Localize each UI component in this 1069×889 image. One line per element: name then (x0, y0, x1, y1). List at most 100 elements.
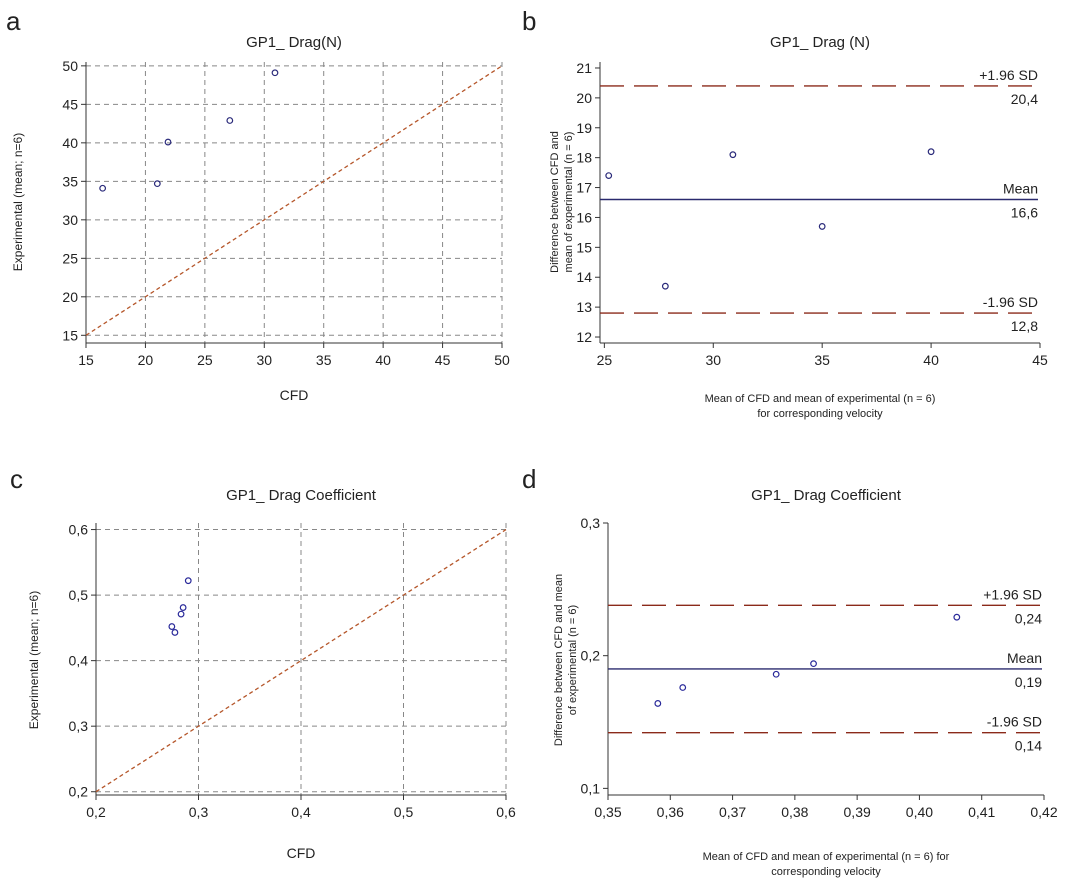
ref-line-label: -1.96 SD (987, 714, 1042, 730)
y-tick-label: 21 (576, 60, 592, 76)
chart-title: GP1_ Drag (N) (770, 34, 870, 51)
ref-line-label: -1.96 SD (983, 294, 1038, 310)
data-point (184, 577, 192, 585)
y-tick-label: 0,5 (69, 587, 89, 603)
x-tick-label: 20 (138, 352, 154, 368)
chart-title: GP1_ Drag(N) (246, 34, 342, 51)
x-tick-label: 0,2 (86, 804, 106, 820)
panel-c: c GP1_ Drag Coefficient 0,2 0,3 0,4 0,5 0,6 0,2… (10, 464, 516, 861)
ref-line-label: +1.96 SD (983, 586, 1042, 602)
ref-line-value: 0,19 (1015, 674, 1042, 690)
x-tick-label: 0,40 (906, 804, 933, 820)
x-tick-label: 0,6 (496, 804, 516, 820)
x-tick-label: 40 (375, 352, 391, 368)
x-axis-label: Mean of CFD and mean of experimental (n … (703, 851, 950, 863)
data-point (605, 172, 613, 179)
y-tick-label: 15 (62, 327, 78, 343)
y-tick-label: 35 (62, 173, 78, 189)
x-axis-label: CFD (280, 387, 309, 403)
x-tick-label: 0,39 (844, 804, 871, 820)
x-tick-label: 0,42 (1030, 804, 1057, 820)
x-tick-label: 35 (316, 352, 332, 368)
panel-a: a GP1_ Drag(N) 15 20 25 30 35 40 45 50 15 20 25 30 35 4… (6, 6, 510, 403)
y-tick-label: 50 (62, 58, 78, 74)
data-point (927, 148, 935, 156)
ref-line-value: 12,8 (1011, 318, 1038, 334)
x-axis-label: Mean of CFD and mean of experimental (n … (705, 393, 936, 405)
data-point (661, 282, 669, 290)
y-tick-label: 30 (62, 212, 78, 228)
ref-line-value: 0,24 (1015, 610, 1042, 626)
data-point (177, 610, 185, 618)
y-tick-label: 15 (576, 239, 592, 255)
x-tick-label: 45 (1032, 352, 1048, 368)
y-tick-label: 18 (576, 150, 592, 166)
x-tick-label: 25 (197, 352, 213, 368)
identity-line (85, 65, 503, 336)
x-tick-label: 0,41 (968, 804, 995, 820)
x-tick-label: 15 (78, 352, 94, 368)
x-axis-label-line2: for corresponding velocity (757, 408, 883, 420)
ref-line-label: +1.96 SD (979, 67, 1038, 83)
data-point (953, 613, 961, 621)
x-tick-label: 0,3 (189, 804, 209, 820)
panel-label: b (522, 6, 536, 36)
x-axis-label-line2: corresponding velocity (771, 866, 881, 878)
y-axis-label: Experimental (mean; n=6) (11, 133, 25, 271)
data-point (164, 138, 172, 146)
ref-line-value: 16,6 (1011, 205, 1038, 221)
ref-line-label: Mean (1003, 181, 1038, 197)
data-point (729, 151, 737, 159)
panel-label: a (6, 6, 21, 36)
chart-title: GP1_ Drag Coefficient (226, 487, 377, 504)
data-point (179, 604, 187, 611)
x-tick-label: 45 (435, 352, 451, 368)
x-tick-label: 40 (923, 352, 939, 368)
y-axis-label: Difference between CFD and (549, 131, 561, 273)
data-point (226, 117, 234, 124)
x-tick-label: 25 (597, 352, 613, 368)
panel-d: d GP1_ Drag Coefficient 0,35 0,36 0,37 0,38 0,… (522, 464, 1058, 878)
x-tick-label: 0,35 (594, 804, 621, 820)
data-point (810, 660, 817, 668)
data-point (168, 623, 176, 630)
y-axis-label-line2: mean of experimental (n = 6) (563, 132, 575, 273)
chart-title: GP1_ Drag Coefficient (751, 487, 902, 504)
x-tick-label: 30 (256, 352, 272, 368)
y-tick-label: 20 (576, 90, 592, 106)
y-tick-label: 17 (576, 180, 592, 196)
x-tick-label: 0,4 (291, 804, 311, 820)
y-tick-label: 45 (62, 96, 78, 112)
x-tick-label: 0,37 (719, 804, 746, 820)
data-point (654, 700, 662, 707)
x-tick-label: 0,36 (657, 804, 684, 820)
y-tick-label: 0,1 (581, 780, 601, 796)
y-tick-label: 19 (576, 120, 592, 136)
y-tick-label: 0,4 (69, 653, 89, 669)
panel-label: d (522, 464, 536, 494)
y-tick-label: 0,3 (581, 515, 601, 531)
x-tick-label: 0,38 (781, 804, 808, 820)
x-tick-label: 50 (494, 352, 510, 368)
data-point (271, 69, 279, 77)
ref-line-value: 0,14 (1015, 738, 1042, 754)
y-tick-label: 14 (576, 269, 592, 285)
data-point (818, 223, 826, 230)
x-tick-label: 35 (814, 352, 830, 368)
data-point (679, 684, 687, 691)
y-tick-label: 25 (62, 250, 78, 266)
y-tick-label: 16 (576, 209, 592, 225)
panel-label: c (10, 464, 23, 494)
data-point (772, 670, 780, 678)
panel-b: b GP1_ Drag (N) 25 30 35 40 45 12 13 14 15 16 17 18 19… (522, 6, 1048, 420)
ref-line-value: 20,4 (1011, 91, 1038, 107)
y-axis-label-line2: of experimental (n = 6) (567, 605, 579, 715)
x-tick-label: 0,5 (394, 804, 414, 820)
y-tick-label: 0,3 (69, 718, 89, 734)
y-tick-label: 12 (576, 329, 592, 345)
y-tick-label: 40 (62, 135, 78, 151)
y-tick-label: 0,2 (581, 648, 601, 664)
ref-line-label: Mean (1007, 650, 1042, 666)
x-tick-label: 30 (705, 352, 721, 368)
